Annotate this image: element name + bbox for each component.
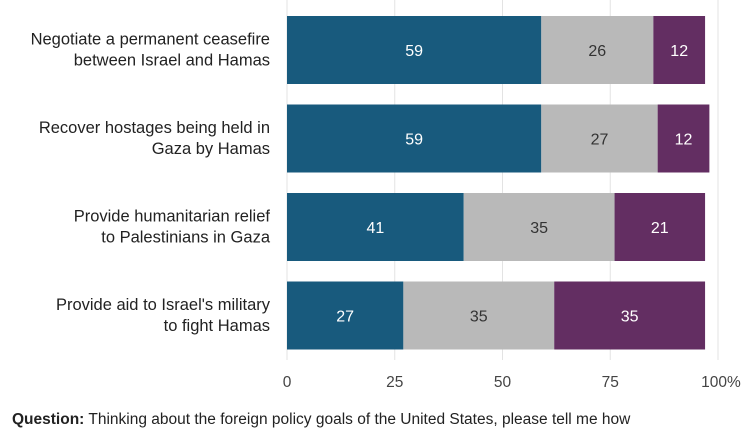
x-tick-label: 75 — [602, 374, 619, 391]
data-label: 27 — [336, 309, 354, 326]
category-label: Gaza by Hamas — [152, 140, 270, 158]
bar-segment — [541, 104, 658, 173]
category-label: Negotiate a permanent ceasefire — [31, 31, 270, 49]
footnote-label: Question: — [12, 411, 85, 428]
bar-segment — [614, 193, 706, 261]
data-label: 35 — [470, 309, 488, 326]
x-tick-label: 25 — [386, 374, 403, 391]
bar-segment — [287, 104, 542, 173]
x-tick-label: 0 — [283, 374, 292, 391]
data-label: 12 — [670, 43, 688, 60]
bar-segment — [463, 193, 615, 261]
category-label: Recover hostages being held in — [39, 119, 270, 137]
bar-segment — [287, 193, 464, 261]
category-label: to fight Hamas — [164, 317, 270, 335]
data-label: 35 — [621, 309, 639, 326]
category-label: to Palestinians in Gaza — [101, 229, 271, 247]
bar-segment — [554, 281, 706, 350]
data-label: 41 — [366, 220, 384, 237]
bar-segment — [287, 16, 542, 84]
bar-segment — [653, 16, 706, 84]
data-label: 35 — [530, 220, 548, 237]
footnote-text: Thinking about the foreign policy goals … — [84, 411, 631, 428]
data-label: 21 — [651, 220, 669, 237]
data-label: 59 — [405, 132, 423, 149]
question-footnote: Question: Thinking about the foreign pol… — [12, 411, 747, 429]
data-label: 27 — [591, 132, 609, 149]
bar-segment — [541, 16, 654, 84]
bar-segment — [403, 281, 555, 350]
category-label: between Israel and Hamas — [74, 52, 270, 70]
bar-segment — [657, 104, 710, 173]
bar-segment — [287, 281, 404, 350]
category-label: Provide humanitarian relief — [74, 208, 271, 226]
category-label: Provide aid to Israel's military — [56, 296, 271, 314]
data-label: 12 — [675, 132, 693, 149]
x-tick-label: 50 — [494, 374, 512, 391]
data-label: 26 — [588, 43, 606, 60]
x-tick-label: 100% — [701, 374, 741, 391]
data-label: 59 — [405, 43, 423, 60]
